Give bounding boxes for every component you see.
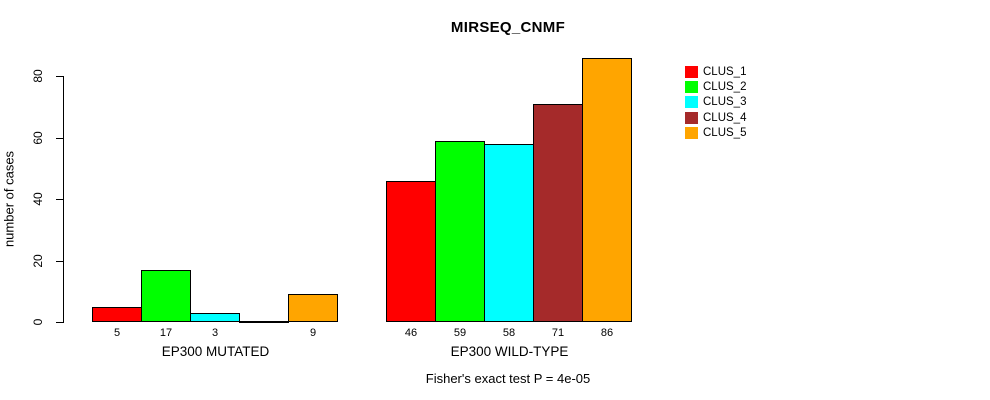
bar-clus_3-group2 xyxy=(484,144,534,322)
legend-label: CLUS_1 xyxy=(703,65,747,78)
legend-item: CLUS_5 xyxy=(685,126,746,141)
bar-clus_5-group2 xyxy=(582,58,632,322)
bar-clus_3-group1 xyxy=(190,313,240,322)
chart-title: MIRSEQ_CNMF xyxy=(450,19,566,36)
y-axis-label: number of cases xyxy=(1,150,17,248)
legend-label: CLUS_5 xyxy=(703,127,747,140)
legend-color-swatch-clus_1 xyxy=(685,65,698,78)
bar-value-label: 17 xyxy=(159,327,173,339)
bar-value-label: 9 xyxy=(309,327,317,339)
bar-value-label: 58 xyxy=(502,327,516,339)
bar-value-label: 3 xyxy=(211,327,219,339)
legend-label: CLUS_4 xyxy=(703,111,747,124)
x-category-label: EP300 WILD-TYPE xyxy=(450,344,569,359)
y-tick-label: 20 xyxy=(31,254,45,268)
bar-clus_5-group1 xyxy=(288,294,338,322)
x-category-label: EP300 MUTATED xyxy=(161,344,270,359)
legend-color-swatch-clus_5 xyxy=(685,127,698,140)
bar-value-label: 86 xyxy=(600,327,614,339)
y-tick-mark xyxy=(56,199,64,200)
y-tick-mark xyxy=(56,76,64,77)
legend-label: CLUS_3 xyxy=(703,96,747,109)
legend-item: CLUS_1 xyxy=(685,64,746,79)
bar-value-label: 46 xyxy=(404,327,418,339)
legend-color-swatch-clus_2 xyxy=(685,80,698,93)
legend-label: CLUS_2 xyxy=(703,80,747,93)
y-tick-mark xyxy=(56,322,64,323)
bar-value-label: 71 xyxy=(551,327,565,339)
bar-clus_1-group2 xyxy=(386,181,436,322)
legend-item: CLUS_4 xyxy=(685,110,746,125)
bar-clus_2-group1 xyxy=(141,270,191,322)
y-tick-label: 80 xyxy=(31,69,45,83)
y-tick-mark xyxy=(56,261,64,262)
pvalue-annotation: Fisher's exact test P = 4e-05 xyxy=(425,371,591,386)
bar-clus_4-group1 xyxy=(239,321,289,323)
bar-value-label: 5 xyxy=(113,327,121,339)
legend-item: CLUS_3 xyxy=(685,95,746,110)
bar-clus_2-group2 xyxy=(435,141,485,322)
y-tick-label: 60 xyxy=(31,131,45,145)
legend-color-swatch-clus_4 xyxy=(685,111,698,124)
bar-clus_1-group1 xyxy=(92,307,142,322)
y-tick-label: 0 xyxy=(31,318,45,326)
bar-value-label: 59 xyxy=(453,327,467,339)
legend-color-swatch-clus_3 xyxy=(685,96,698,109)
bar-clus_4-group2 xyxy=(533,104,583,322)
legend-item: CLUS_2 xyxy=(685,79,746,94)
y-tick-mark xyxy=(56,138,64,139)
y-tick-label: 40 xyxy=(31,192,45,206)
